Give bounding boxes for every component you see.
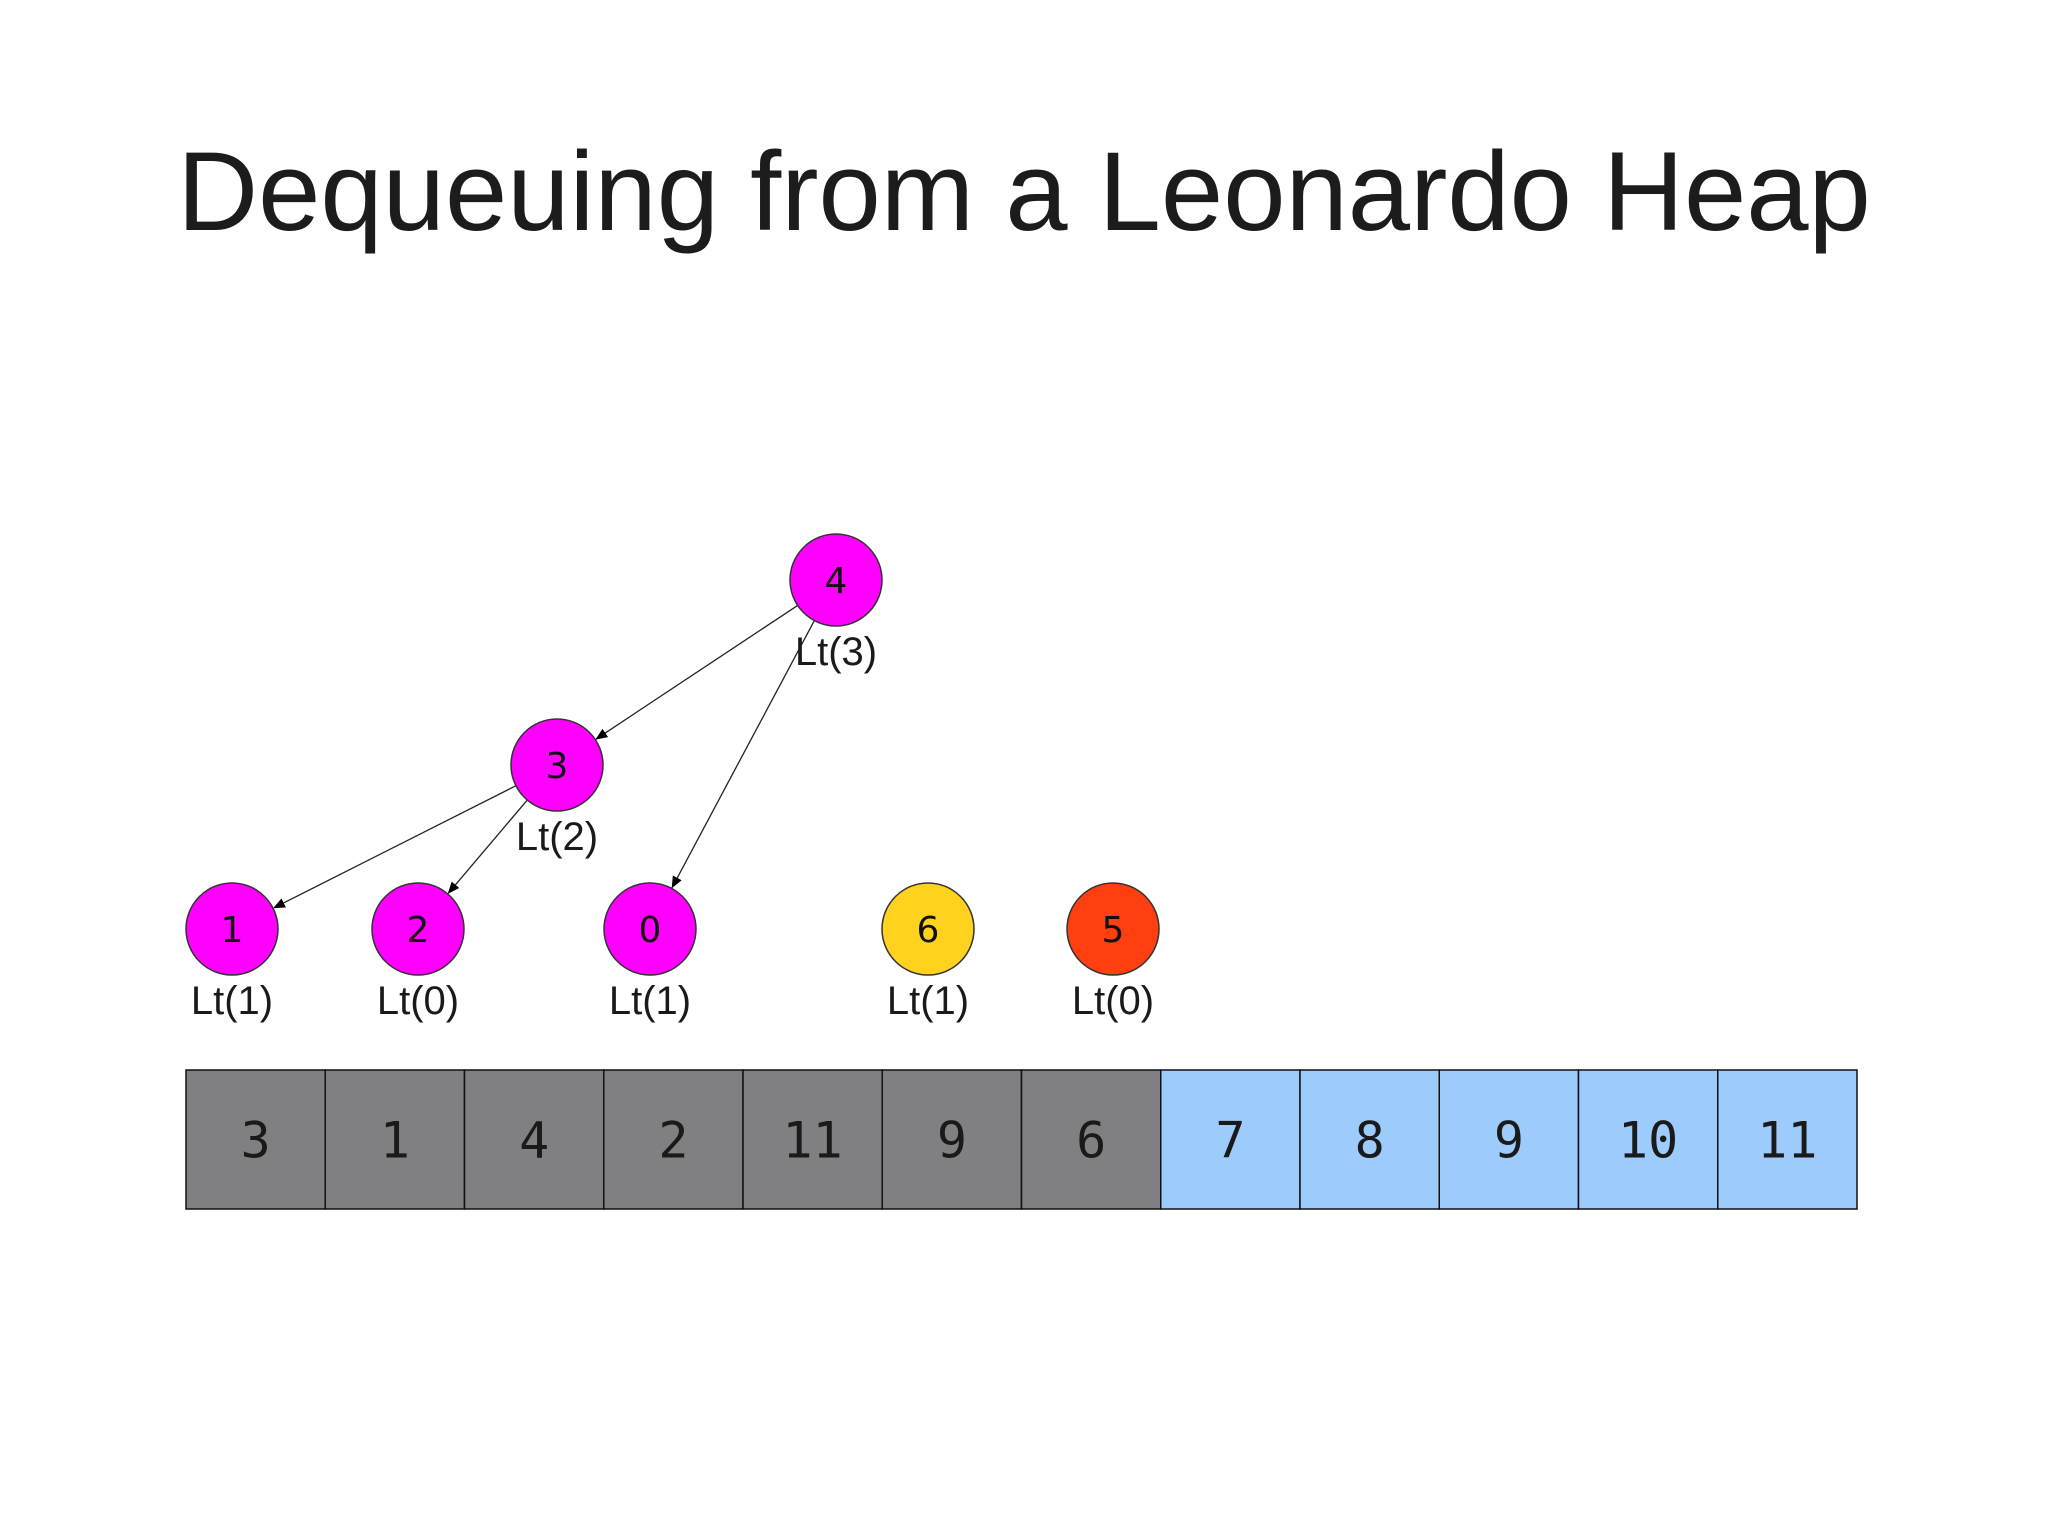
heap-cell: 9: [881, 1069, 1023, 1210]
node-circle: [1066, 882, 1160, 976]
sorted-cell: 9: [1438, 1069, 1580, 1210]
cell-box: [463, 1069, 605, 1210]
cell-box: [603, 1069, 744, 1210]
heap-cell: 1: [324, 1069, 466, 1210]
tree-node-2: 2 Lt(0): [371, 882, 465, 1023]
tree-node-5: 5 Lt(0): [1066, 882, 1160, 1023]
node-value: 0: [639, 910, 662, 951]
node-value: 2: [407, 910, 430, 951]
node-order-label: Lt(3): [795, 630, 877, 674]
heap-cell: 4: [463, 1069, 605, 1210]
node-circle: [510, 718, 604, 812]
node-order-label: Lt(1): [609, 979, 691, 1023]
sorted-cell: 11: [1717, 1069, 1858, 1210]
edge-n3-to-n2: [447, 799, 528, 894]
cell-value: 10: [1618, 1112, 1678, 1170]
cell-value: 9: [1494, 1112, 1524, 1170]
cell-value: 4: [519, 1112, 549, 1170]
tree-node-0: 0 Lt(1): [603, 882, 697, 1023]
node-value: 3: [546, 746, 569, 787]
cell-box: [1020, 1069, 1162, 1210]
sorted-cell: 7: [1160, 1069, 1301, 1210]
tree-edges: [273, 604, 815, 909]
edge-n4-to-n0: [671, 620, 815, 889]
cell-box: [1577, 1069, 1719, 1210]
node-circle: [371, 882, 465, 976]
node-circle: [881, 882, 975, 976]
node-order-label: Lt(0): [1072, 979, 1154, 1023]
cell-box: [1299, 1069, 1440, 1210]
cell-value: 6: [1076, 1112, 1106, 1170]
cell-value: 11: [1757, 1112, 1817, 1170]
cell-box: [324, 1069, 466, 1210]
slide-title: Dequeuing from a Leonardo Heap: [177, 129, 1871, 254]
tree-node-4: 4 Lt(3): [789, 533, 883, 674]
node-circle: [185, 882, 279, 976]
cell-value: 2: [658, 1112, 688, 1170]
cell-value: 9: [937, 1112, 967, 1170]
cell-value: 8: [1355, 1112, 1385, 1170]
node-circle: [789, 533, 883, 627]
node-order-label: Lt(1): [887, 979, 969, 1023]
node-value: 6: [917, 910, 940, 951]
heap-cell: 6: [1020, 1069, 1162, 1210]
heap-cell: 2: [603, 1069, 744, 1210]
node-order-label: Lt(2): [516, 815, 598, 859]
edge-n4-to-n3: [595, 604, 799, 740]
cell-box: [1438, 1069, 1580, 1210]
heap-cell: 11: [742, 1069, 883, 1210]
cell-value: 11: [783, 1112, 843, 1170]
node-value: 1: [221, 910, 244, 951]
heap-cell: 3: [185, 1069, 326, 1210]
node-order-label: Lt(0): [377, 979, 459, 1023]
heap-array: 3 1 4 2 11 9 6 7 8 9 10 11: [185, 1069, 1858, 1210]
node-value: 4: [825, 561, 848, 602]
node-circle: [603, 882, 697, 976]
tree-node-3: 3 Lt(2): [510, 718, 604, 859]
tree-node-6: 6 Lt(1): [881, 882, 975, 1023]
cell-value: 3: [241, 1112, 271, 1170]
node-order-label: Lt(1): [191, 979, 273, 1023]
sorted-cell: 8: [1299, 1069, 1440, 1210]
cell-box: [1160, 1069, 1301, 1210]
node-value: 5: [1102, 910, 1125, 951]
cell-box: [742, 1069, 883, 1210]
sorted-cell: 10: [1577, 1069, 1719, 1210]
cell-value: 1: [380, 1112, 410, 1170]
cell-value: 7: [1215, 1112, 1245, 1170]
cell-box: [185, 1069, 326, 1210]
tree-node-1: 1 Lt(1): [185, 882, 279, 1023]
tree-nodes: 4 Lt(3) 3 Lt(2) 1 Lt(1) 2 Lt(0) 0 Lt(1) 6 Lt(1) 5 Lt(…: [185, 533, 1160, 1023]
cell-box: [1717, 1069, 1858, 1210]
cell-box: [881, 1069, 1023, 1210]
edge-n3-to-n1: [273, 785, 517, 909]
